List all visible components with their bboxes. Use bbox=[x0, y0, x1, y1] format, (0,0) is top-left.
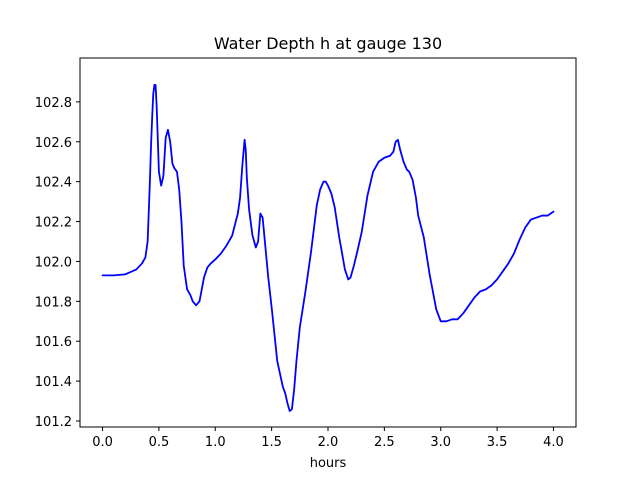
x-tick-label: 0.5 bbox=[149, 435, 170, 450]
y-tick-label: 102.2 bbox=[35, 216, 72, 231]
x-tick-label: 3.5 bbox=[487, 435, 508, 450]
y-tick-label: 102.0 bbox=[35, 255, 72, 270]
x-tick-label: 0.0 bbox=[92, 435, 113, 450]
y-tick-label: 101.2 bbox=[35, 415, 72, 430]
y-tick-label: 102.4 bbox=[35, 176, 72, 191]
y-axis-ticks: 101.2 101.4 101.6 101.8 102.0 102.2 102.4 102.6… bbox=[35, 96, 80, 430]
water-depth-series-line bbox=[101, 84, 555, 412]
x-axis-ticks: 0.0 0.5 1.0 1.5 2.0 2.5 3.0 3.5 4.0 bbox=[92, 427, 564, 450]
x-tick-label: 2.0 bbox=[318, 435, 339, 450]
x-tick-label: 2.5 bbox=[374, 435, 395, 450]
y-tick-label: 102.6 bbox=[35, 136, 72, 151]
plot-area-frame bbox=[79, 57, 577, 428]
y-tick-label: 101.8 bbox=[35, 295, 72, 310]
y-tick-label: 101.6 bbox=[35, 335, 72, 350]
x-tick-label: 4.0 bbox=[543, 435, 564, 450]
x-tick-label: 3.0 bbox=[430, 435, 451, 450]
chart-title: Water Depth h at gauge 130 bbox=[214, 34, 442, 53]
x-tick-label: 1.5 bbox=[261, 435, 282, 450]
y-tick-label: 101.4 bbox=[35, 375, 72, 390]
y-tick-label: 102.8 bbox=[35, 96, 72, 111]
x-tick-label: 1.0 bbox=[205, 435, 226, 450]
x-axis-title: hours bbox=[310, 456, 347, 471]
